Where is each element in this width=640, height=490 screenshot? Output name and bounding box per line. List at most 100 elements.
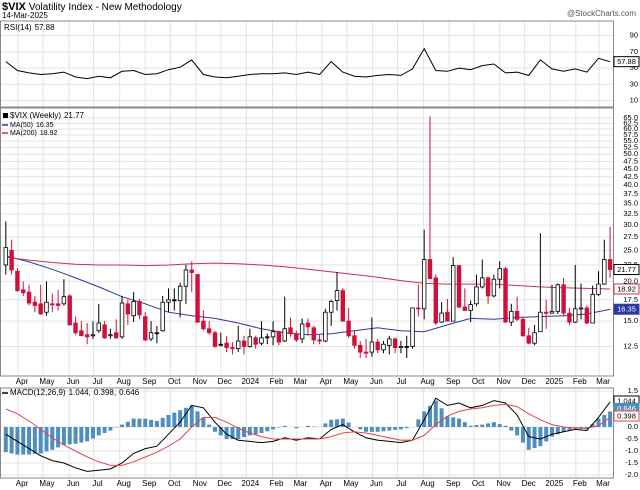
candle-body: [195, 274, 200, 323]
x-tick-label: Feb: [573, 377, 587, 386]
y-tick-label: 57.5: [623, 130, 638, 139]
candle-body: [509, 310, 514, 323]
histogram-bar: [393, 427, 398, 430]
x-tick-label: Dec: [522, 479, 536, 488]
y-tick-label: 45.0: [623, 164, 638, 173]
x-tick-label: Feb: [270, 377, 284, 386]
histogram-bar: [294, 427, 299, 429]
candle-body: [270, 331, 276, 338]
candle-body: [26, 291, 32, 304]
candle-body: [131, 300, 136, 317]
x-tick-label: 2024: [241, 377, 259, 386]
y-tick-label: 55.0: [623, 136, 638, 145]
value-box: [613, 264, 640, 276]
histogram-bar: [445, 416, 450, 427]
candle-body: [387, 338, 392, 346]
x-tick-label: May: [39, 479, 54, 488]
candle-body: [462, 306, 468, 311]
candle-body: [61, 296, 67, 305]
histogram-bar: [439, 408, 444, 427]
candle-body: [15, 270, 20, 292]
candle-body: [451, 265, 456, 322]
candle-body: [607, 259, 613, 270]
x-tick-label: Mar: [293, 479, 307, 488]
histogram-bar: [38, 427, 43, 454]
candle-body: [114, 332, 119, 339]
candle-body: [154, 332, 160, 335]
value-label: 18.92: [617, 284, 636, 293]
histogram-bar: [503, 425, 508, 427]
candle-body: [346, 320, 351, 337]
panel-frame: [0, 387, 614, 479]
y-tick-label: 12.5: [623, 341, 638, 350]
histogram-bar: [526, 427, 531, 450]
histogram-bar: [387, 427, 392, 431]
x-tick-label: Jun: [67, 377, 80, 386]
x-tick-label: Jun: [67, 479, 80, 488]
y-tick-label: 30: [630, 79, 638, 88]
value-label: 1.044: [617, 396, 636, 405]
candle-body: [288, 327, 293, 335]
candle-body: [555, 284, 561, 312]
line: [5, 256, 611, 290]
histogram-bar: [335, 419, 340, 427]
histogram-bar: [50, 427, 55, 450]
histogram-bar: [108, 427, 113, 431]
candle-body: [189, 269, 194, 273]
histogram-bar: [96, 427, 101, 436]
candle-body: [148, 332, 154, 340]
histogram-bar: [358, 427, 363, 430]
legend-entry: MACD(12,26,9) 1.044, 0.398, 0.646: [10, 388, 140, 397]
candle-body: [73, 322, 78, 334]
y-tick-label: 90: [630, 31, 638, 40]
candle-body: [584, 307, 590, 324]
y-tick-label: 50.0: [623, 149, 638, 158]
candle-body: [224, 342, 229, 348]
candle-body: [532, 332, 537, 344]
x-tick-label: Aug: [420, 377, 434, 386]
candle-body: [276, 331, 282, 343]
histogram-bar: [346, 422, 351, 427]
candle-body: [212, 332, 218, 347]
candle-body: [573, 308, 578, 323]
y-tick-label: 1.5: [628, 386, 638, 395]
histogram-bar: [573, 427, 578, 429]
histogram-bar: [224, 427, 229, 439]
histogram-bar: [544, 427, 549, 442]
candle-body: [241, 340, 247, 347]
candle-body: [253, 337, 258, 345]
candle-body: [352, 335, 357, 346]
y-tick-label: 32.5: [623, 209, 638, 218]
candle-body: [392, 338, 398, 348]
histogram-bar: [282, 425, 287, 427]
y-tick-label: 60.0: [623, 124, 638, 133]
histogram-bar: [137, 418, 142, 427]
x-tick-label: 2024: [241, 479, 259, 488]
date: 14-Mar-2025: [2, 11, 48, 20]
candle-body: [578, 307, 584, 310]
x-tick-label: Mar: [596, 377, 610, 386]
histogram-bar: [125, 421, 130, 427]
y-tick-label: 50: [630, 63, 638, 72]
histogram-bar: [236, 427, 241, 439]
candle-body: [32, 301, 38, 306]
histogram-bar: [178, 410, 183, 427]
candle-body: [328, 300, 334, 313]
x-tick-label: Apr: [320, 377, 333, 386]
histogram-bar: [491, 422, 496, 427]
histogram-bar: [195, 411, 200, 427]
candle-body: [102, 324, 107, 339]
y-tick-label: -1.0: [625, 446, 638, 455]
candle-body: [503, 268, 508, 323]
candle-body: [491, 278, 497, 297]
legend-name: $VIX (Weekly): [10, 111, 61, 120]
y-tick-label: 52.5: [623, 142, 638, 151]
candle-body: [84, 334, 90, 338]
candle-body: [299, 323, 305, 340]
histogram-bar: [555, 427, 560, 435]
candle-body: [410, 307, 415, 347]
candle-body: [201, 320, 206, 330]
x-tick-label: Feb: [573, 479, 587, 488]
legend-swatch: [3, 113, 8, 118]
line: [5, 47, 611, 80]
